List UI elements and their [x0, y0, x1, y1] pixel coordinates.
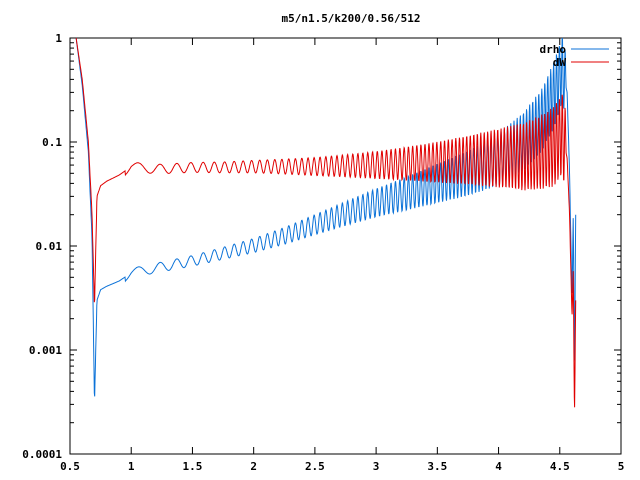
x-tick-label: 3.5: [427, 460, 447, 473]
y-axis: 0.0001 0.001 0.01 0.1 1: [22, 32, 621, 461]
x-tick-label: 1.5: [183, 460, 203, 473]
x-tick-label: 2: [250, 460, 257, 473]
x-tick-label: 4: [495, 460, 502, 473]
y-tick-label: 0.0001: [22, 448, 62, 461]
x-tick-label: 5: [618, 460, 625, 473]
x-tick-label: 0.5: [60, 460, 80, 473]
y-tick-label: 1: [55, 32, 62, 45]
chart-title: m5/n1.5/k200/0.56/512: [281, 12, 420, 25]
legend-label-dW: dW: [553, 56, 567, 69]
x-tick-label: 1: [128, 460, 135, 473]
x-tick-label: 3: [373, 460, 380, 473]
x-tick-label: 2.5: [305, 460, 325, 473]
series-layer: [75, 37, 577, 408]
x-tick-label: 4.5: [550, 460, 570, 473]
x-axis: 0.5 1 1.5 2 2.5 3 3.5 4 4.5 5: [60, 38, 624, 473]
y-tick-label: 0.01: [36, 240, 63, 253]
series-line-dW: [75, 37, 577, 408]
y-tick-label: 0.1: [42, 136, 62, 149]
legend-label-drho: drho: [540, 43, 567, 56]
y-tick-label: 0.001: [29, 344, 62, 357]
